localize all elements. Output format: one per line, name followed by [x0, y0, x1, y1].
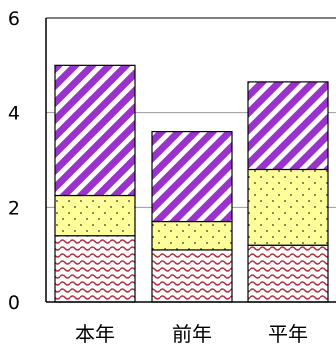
bar-segment: [54, 64, 136, 197]
axes: [45, 17, 336, 303]
bar-segment: [247, 81, 329, 171]
y-tick-label: 0: [8, 292, 20, 314]
bar-segment: [247, 244, 329, 303]
y-tick-label: 4: [8, 103, 20, 125]
bar-segment: [247, 168, 329, 246]
x-category-label: 本年: [75, 322, 115, 346]
x-category-labels: 本年 前年 平年: [75, 322, 308, 346]
bar-segment: [54, 194, 136, 237]
x-category-label: 平年: [268, 322, 308, 346]
bar-segment: [151, 220, 233, 251]
bar-segment: [54, 235, 136, 303]
x-category-label: 前年: [172, 322, 212, 346]
y-tick-label: 2: [8, 197, 20, 219]
bar-segment: [151, 131, 233, 223]
bars: [54, 64, 329, 303]
y-tick-label: 6: [8, 8, 20, 30]
y-tick-labels: 0 2 4 6: [8, 8, 20, 314]
bar-segment: [151, 249, 233, 303]
